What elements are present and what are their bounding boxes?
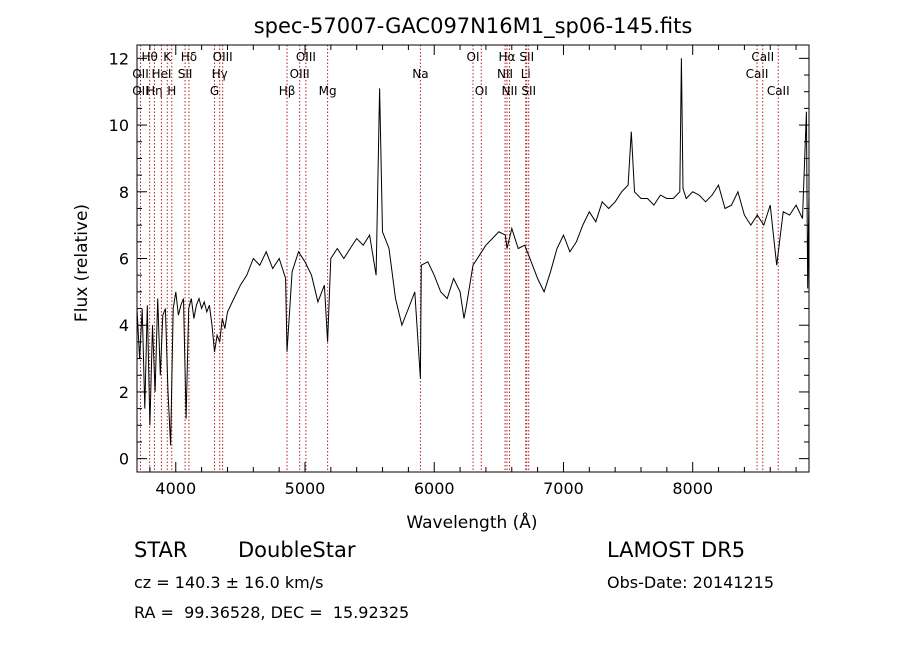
marker-label: Hη	[146, 84, 163, 98]
marker-label: CaII	[746, 67, 769, 81]
marker-label: SII	[178, 67, 193, 81]
marker-label: K	[163, 50, 172, 64]
marker-label: OIII	[290, 67, 310, 81]
x-tick-label: 5000	[285, 479, 326, 498]
x-tick-label: 8000	[672, 479, 713, 498]
axis-ticks: 4000 5000 6000 7000 8000 0 2 4 6 8 10 12	[109, 45, 809, 498]
marker-label: Na	[412, 67, 428, 81]
marker-label: Li	[521, 67, 531, 81]
marker-label: SII	[519, 50, 534, 64]
marker-label: Hγ	[212, 67, 228, 81]
subclass-label: DoubleStar	[238, 538, 356, 562]
marker-label: OII	[132, 84, 149, 98]
y-tick-label: 4	[119, 316, 129, 335]
marker-label: NII	[502, 84, 518, 98]
spectral-line-markers: OIIOIIHθHηHeIKHSIIHδGHγOIIIHβOIIIOIIIMgN…	[132, 45, 790, 472]
spectrum-line	[136, 58, 810, 446]
marker-label: CaII	[751, 50, 774, 64]
marker-label: SII	[521, 84, 536, 98]
x-axis-label: Wavelength (Å)	[406, 511, 537, 533]
y-axis-label: Flux (relative)	[72, 204, 92, 322]
y-tick-label: 10	[109, 116, 129, 135]
spectrum-series	[136, 58, 810, 446]
marker-label: NII	[497, 67, 513, 81]
marker-label: OIII	[296, 50, 316, 64]
marker-label: OIII	[213, 50, 233, 64]
y-tick-label: 12	[109, 49, 129, 68]
marker-label: Mg	[319, 84, 337, 98]
marker-label: H	[167, 84, 176, 98]
marker-label: OI	[475, 84, 488, 98]
x-tick-label: 7000	[543, 479, 584, 498]
marker-label: Hα	[499, 50, 516, 64]
marker-label: Hθ	[141, 50, 157, 64]
y-tick-label: 8	[119, 183, 129, 202]
marker-label: HeI	[151, 67, 171, 81]
x-tick-label: 4000	[155, 479, 196, 498]
class-label: STAR	[134, 538, 188, 562]
survey-label: LAMOST DR5	[607, 538, 746, 562]
marker-label: G	[210, 84, 219, 98]
marker-label: CaII	[767, 84, 790, 98]
chart-title: spec-57007-GAC097N16M1_sp06-145.fits	[254, 14, 693, 39]
y-tick-label: 2	[119, 383, 129, 402]
marker-label: Hδ	[181, 50, 197, 64]
observation-date: Obs-Date: 20141215	[607, 573, 775, 592]
y-tick-label: 0	[119, 450, 129, 469]
marker-label: OI	[467, 50, 480, 64]
coordinates: RA = 99.36528, DEC = 15.92325	[134, 603, 410, 622]
y-tick-label: 6	[119, 250, 129, 269]
x-tick-label: 6000	[414, 479, 455, 498]
redshift-velocity: cz = 140.3 ± 16.0 km/s	[134, 573, 324, 592]
marker-label: Hβ	[279, 84, 296, 98]
